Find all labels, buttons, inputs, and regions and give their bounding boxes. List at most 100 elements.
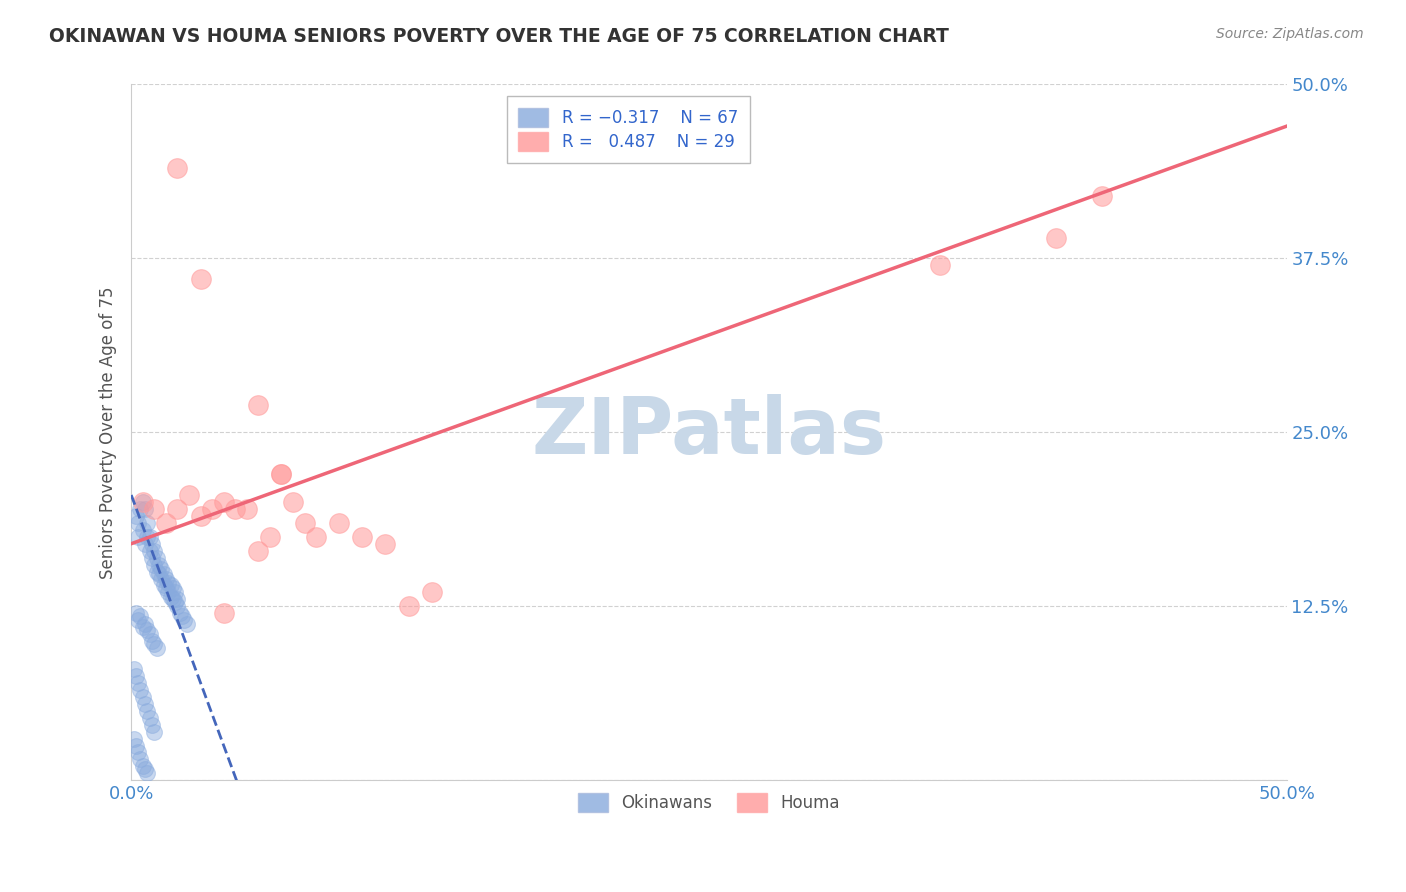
Point [1091, 188, 1114, 202]
Point [138, 530, 160, 544]
Y-axis label: Seniors Poverty Over the Age of 75: Seniors Poverty Over the Age of 75 [100, 286, 117, 579]
Point [125, 669, 148, 683]
Point [134, 537, 156, 551]
Point [155, 581, 177, 595]
Point [162, 592, 184, 607]
Point [169, 607, 191, 621]
Point [176, 617, 198, 632]
Point [136, 623, 159, 637]
Point [190, 508, 212, 523]
Point [129, 752, 152, 766]
Point [152, 578, 174, 592]
Text: Source: ZipAtlas.com: Source: ZipAtlas.com [1216, 27, 1364, 41]
Point [143, 543, 166, 558]
Point [172, 609, 194, 624]
Point [134, 697, 156, 711]
Point [212, 495, 235, 509]
Point [270, 467, 292, 482]
Point [145, 641, 167, 656]
Point [224, 502, 246, 516]
Point [129, 609, 152, 624]
Point [132, 620, 155, 634]
Point [136, 516, 159, 530]
Point [148, 558, 170, 572]
Point [132, 495, 155, 509]
Point [201, 502, 224, 516]
Point [129, 502, 152, 516]
Point [165, 585, 187, 599]
Point [138, 543, 160, 558]
Point [132, 523, 155, 537]
Point [177, 488, 200, 502]
Point [141, 537, 163, 551]
Point [136, 530, 159, 544]
Point [328, 516, 350, 530]
Point [420, 585, 443, 599]
Point [165, 595, 187, 609]
Point [134, 617, 156, 632]
Point [127, 676, 149, 690]
Text: ZIPatlas: ZIPatlas [531, 394, 886, 470]
Point [150, 572, 173, 586]
Point [129, 682, 152, 697]
Point [159, 590, 181, 604]
Point [125, 508, 148, 523]
Point [141, 717, 163, 731]
Point [352, 530, 374, 544]
Point [270, 467, 292, 482]
Point [166, 599, 188, 614]
Point [247, 543, 270, 558]
Point [1045, 230, 1067, 244]
Point [127, 613, 149, 627]
Point [143, 637, 166, 651]
Point [398, 599, 420, 614]
Point [173, 613, 195, 627]
Point [148, 567, 170, 582]
Point [132, 759, 155, 773]
Point [259, 530, 281, 544]
Point [166, 592, 188, 607]
Point [157, 585, 180, 599]
Point [134, 762, 156, 776]
Point [152, 567, 174, 582]
Point [143, 724, 166, 739]
Point [134, 502, 156, 516]
Point [132, 690, 155, 704]
Point [145, 565, 167, 579]
Point [247, 398, 270, 412]
Point [143, 558, 166, 572]
Point [155, 516, 177, 530]
Point [236, 502, 259, 516]
Point [143, 502, 166, 516]
Point [141, 634, 163, 648]
Point [157, 575, 180, 590]
Point [281, 495, 304, 509]
Point [166, 161, 188, 175]
Point [305, 530, 328, 544]
Point [125, 739, 148, 753]
Point [136, 704, 159, 718]
Text: OKINAWAN VS HOUMA SENIORS POVERTY OVER THE AGE OF 75 CORRELATION CHART: OKINAWAN VS HOUMA SENIORS POVERTY OVER T… [49, 27, 949, 45]
Point [127, 530, 149, 544]
Point [159, 578, 181, 592]
Point [122, 662, 145, 676]
Point [155, 572, 177, 586]
Point [162, 581, 184, 595]
Point [145, 550, 167, 565]
Point [127, 516, 149, 530]
Legend: Okinawans, Houma: Okinawans, Houma [567, 781, 852, 824]
Point [374, 537, 396, 551]
Point [294, 516, 316, 530]
Point [136, 766, 159, 780]
Point [125, 607, 148, 621]
Point [141, 550, 163, 565]
Point [127, 746, 149, 760]
Point [166, 502, 188, 516]
Point [138, 711, 160, 725]
Point [122, 731, 145, 746]
Point [132, 495, 155, 509]
Point [138, 627, 160, 641]
Point [190, 272, 212, 286]
Point [212, 607, 235, 621]
Point [150, 562, 173, 576]
